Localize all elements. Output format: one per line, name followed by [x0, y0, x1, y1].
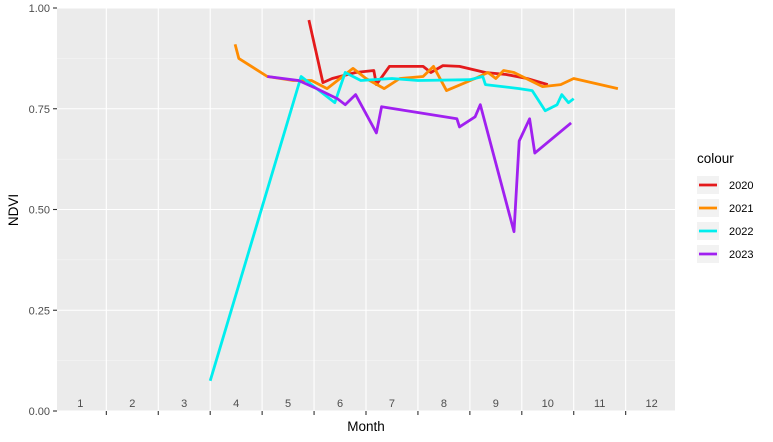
y-ticks [53, 7, 57, 412]
y-tick-label: 1.00 [29, 3, 50, 15]
legend-label-2020: 2020 [729, 180, 753, 192]
x-tick-label: 1 [77, 398, 83, 410]
y-tick-labels: 0.00 0.25 0.50 0.75 1.00 [29, 3, 50, 418]
x-ticks [105, 411, 627, 415]
series-line-2022 [208, 71, 575, 382]
x-tick-label: 10 [542, 398, 554, 410]
x-tick-label: 11 [594, 398, 605, 410]
legend: colour 2020 2021 2022 2023 [697, 151, 753, 263]
x-tick-label: 2 [129, 398, 135, 410]
legend-title: colour [697, 151, 734, 166]
series-lines [208, 19, 619, 382]
legend-label-2023: 2023 [729, 249, 753, 261]
series-line-2023 [267, 75, 572, 234]
x-tick-label: 8 [441, 398, 447, 410]
y-tick-label: 0.00 [29, 406, 50, 418]
legend-label-2021: 2021 [729, 203, 753, 215]
x-tick-label: 6 [337, 398, 343, 410]
x-tick-label: 4 [233, 398, 239, 410]
x-tick-label: 9 [493, 398, 499, 410]
x-tick-label: 12 [646, 398, 658, 410]
series-line-2021 [233, 43, 619, 92]
y-tick-label: 0.75 [29, 104, 50, 116]
x-tick-labels: 1 2 3 4 5 6 7 8 9 10 11 12 [77, 398, 657, 410]
x-axis-title: Month [347, 419, 385, 434]
x-tick-label: 7 [389, 398, 395, 410]
x-tick-label: 3 [181, 398, 187, 410]
y-tick-label: 0.50 [29, 205, 50, 217]
y-axis-title: NDVI [6, 194, 21, 226]
x-tick-label: 5 [285, 398, 291, 410]
legend-label-2022: 2022 [729, 226, 753, 238]
y-tick-label: 0.25 [29, 305, 50, 317]
